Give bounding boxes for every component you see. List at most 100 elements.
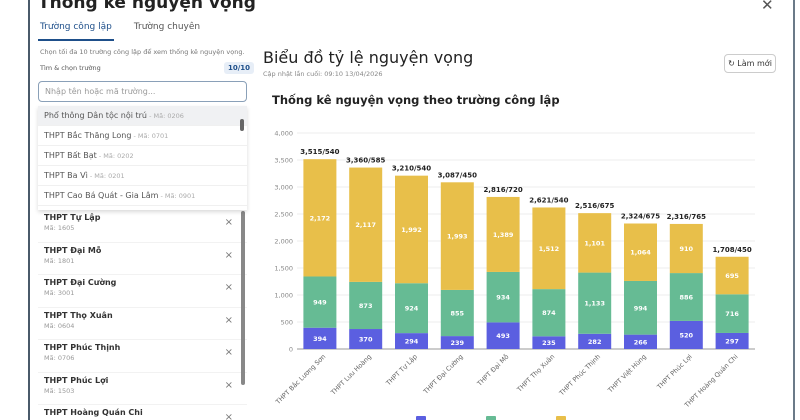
tab-public-schools[interactable]: Trường công lập	[38, 20, 114, 41]
remove-icon[interactable]: ×	[224, 249, 233, 261]
selected-school-item: THPT Đại Mỗ Mã: 1801 ×	[38, 243, 247, 275]
option-code: - Mã: 0901	[158, 192, 196, 200]
remove-icon[interactable]: ×	[224, 347, 233, 358]
bar-segment[interactable]	[440, 336, 474, 349]
school-search-input[interactable]	[38, 81, 247, 102]
bar-segment[interactable]	[578, 272, 612, 334]
last-updated: Cập nhật lần cuối: 09:10 13/04/2026	[263, 70, 383, 78]
chart-panel-title: Biểu đồ tỷ lệ nguyện vọng	[263, 48, 474, 67]
bar-total-label: 2,621/540	[529, 196, 568, 204]
y-tick-label: 0	[289, 346, 293, 354]
bar-segment[interactable]	[624, 334, 657, 349]
bar-segment[interactable]	[349, 167, 383, 282]
segment-value-label: 520	[680, 331, 694, 339]
dropdown-option[interactable]: THPT Bắc Thăng Long - Mã: 0701	[38, 126, 247, 146]
bar-total-label: 1,708/450	[712, 246, 751, 254]
bar-segment[interactable]	[578, 333, 612, 349]
bar-segment[interactable]	[669, 273, 703, 321]
bar-segment[interactable]	[486, 196, 520, 272]
segment-value-label: 266	[634, 338, 648, 346]
legend-swatch[interactable]	[556, 416, 566, 420]
segment-value-label: 934	[496, 294, 510, 302]
legend-swatch[interactable]	[486, 416, 496, 420]
segment-value-label: 873	[359, 302, 373, 310]
bar-segment[interactable]	[669, 320, 703, 349]
bar-segment[interactable]	[532, 207, 566, 290]
x-tick-label: THPT Hoàng Quán Chi	[682, 353, 739, 410]
school-code: Mã: 1503	[44, 386, 75, 395]
segment-value-label: 394	[313, 335, 327, 343]
selected-school-item: THPT Tự Lập Mã: 1605 ×	[38, 210, 247, 243]
bar-segment[interactable]	[486, 322, 520, 349]
bar-segment[interactable]	[715, 256, 749, 295]
segment-value-label: 994	[634, 304, 648, 312]
school-name: THPT Phúc Lợi	[44, 375, 109, 385]
remove-icon[interactable]: ×	[224, 379, 233, 391]
dropdown-scrollbar[interactable]	[240, 119, 244, 131]
bar-segment[interactable]	[395, 333, 428, 349]
bar-segment[interactable]	[486, 271, 520, 323]
selected-schools-list: THPT Tự Lập Mã: 1605 × THPT Đại Mỗ Mã: 1801 ×…	[38, 210, 247, 420]
tab-specialized-schools[interactable]: Trường chuyên	[133, 22, 201, 32]
bar-segment[interactable]	[395, 283, 428, 334]
y-tick-label: 4,000	[274, 130, 293, 138]
remove-icon[interactable]: ×	[224, 314, 233, 326]
segment-value-label: 855	[451, 310, 465, 318]
dropdown-option[interactable]: THPT Ba Vì - Mã: 0201	[38, 166, 247, 186]
school-code: Mã: 3001	[44, 289, 75, 297]
x-tick-label: THPT Phúc Lợi	[655, 353, 694, 392]
segment-value-label: 2,117	[355, 221, 376, 229]
chart-title: Thống kê nguyện vọng theo trường công lậ…	[272, 93, 560, 107]
selected-school-item: THPT Thọ Xuân Mã: 0604 ×	[38, 308, 247, 340]
school-dropdown: Phổ thông Dân tộc nội trú - Mã: 0206 THPT…	[38, 106, 247, 210]
segment-value-label: 2,172	[310, 214, 331, 222]
bar-segment[interactable]	[669, 223, 703, 274]
bar-segment[interactable]	[624, 223, 657, 281]
bar-segment[interactable]	[303, 276, 337, 328]
dropdown-option[interactable]: THPT Bất Bạt - Mã: 0202	[38, 146, 247, 166]
bar-segment[interactable]	[303, 327, 337, 349]
bar-segment[interactable]	[715, 332, 749, 349]
selected-count-badge: 10/10	[224, 62, 255, 74]
legend-swatch[interactable]	[416, 416, 426, 420]
school-code: Mã: 0604	[44, 321, 75, 330]
bar-segment[interactable]	[303, 159, 337, 277]
school-code: Mã: 1801	[44, 256, 75, 265]
bar-total-label: 2,816/720	[483, 186, 522, 194]
tab-bar: Trường công lập Trường chuyên	[38, 20, 202, 41]
selected-list-scrollbar[interactable]	[241, 211, 245, 385]
bar-segment[interactable]	[715, 294, 749, 333]
bar-segment[interactable]	[349, 329, 383, 349]
bar-segment[interactable]	[395, 175, 428, 284]
school-code: Mã: 1605	[44, 224, 75, 232]
y-tick-label: 2,500	[274, 211, 293, 219]
remove-icon[interactable]: ×	[224, 412, 233, 420]
y-tick-label: 3,000	[274, 184, 293, 192]
dropdown-option[interactable]: THPT Cao Bá Quát - Gia Lâm - Mã: 0901	[38, 186, 247, 206]
y-tick-label: 500	[281, 319, 293, 327]
bar-segment[interactable]	[349, 281, 383, 330]
option-code: - Mã: 0701	[131, 132, 169, 140]
bar-segment[interactable]	[578, 213, 612, 273]
remove-icon[interactable]: ×	[224, 282, 233, 293]
close-icon[interactable]: ✕	[761, 0, 774, 14]
segment-value-label: 294	[405, 338, 419, 346]
dropdown-option[interactable]: THPT Cao Bá Quát - Quốc Oai - Mã: ...	[38, 206, 247, 210]
bar-segment[interactable]	[624, 280, 657, 335]
dropdown-option[interactable]: Phổ thông Dân tộc nội trú - Mã: 0206	[38, 106, 247, 126]
option-code: - Mã: 0206	[147, 112, 184, 120]
bar-segment[interactable]	[532, 289, 566, 337]
bar-segment[interactable]	[440, 182, 474, 290]
bar-total-label: 2,316/765	[667, 213, 706, 221]
segment-value-label: 716	[725, 310, 739, 318]
segment-value-label: 874	[542, 309, 556, 317]
refresh-button[interactable]: ↻ Làm mới	[724, 54, 776, 73]
school-name: THPT Tự Lập	[44, 213, 101, 222]
school-name: THPT Thọ Xuân	[44, 310, 113, 320]
bar-segment[interactable]	[532, 336, 566, 349]
school-name: THPT Hoàng Quán Chi	[44, 408, 143, 417]
bar-segment[interactable]	[440, 289, 474, 337]
x-tick-label: THPT Việt Hùng	[606, 353, 648, 395]
remove-icon[interactable]: ×	[224, 217, 233, 228]
